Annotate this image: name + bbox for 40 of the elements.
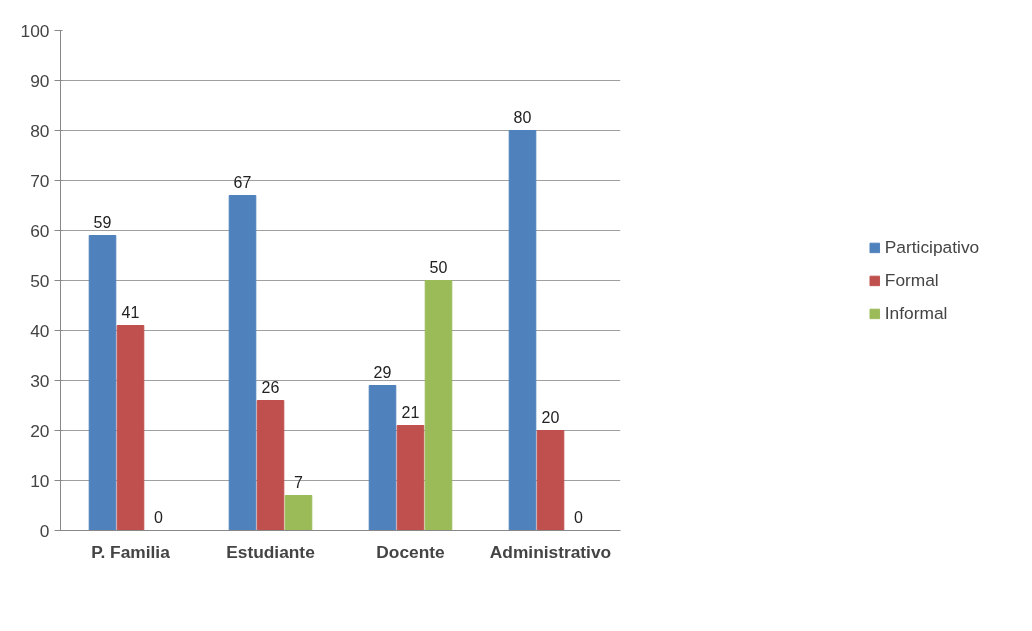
y-tick-label: 20 [30,420,50,441]
legend-label: Formal [884,269,939,291]
data-label: 41 [121,303,140,321]
legend-label: Informal [884,302,948,324]
data-label: 67 [233,173,252,191]
y-tick-label: 80 [30,120,50,141]
legend-label: Participativo [884,236,980,258]
bar [116,325,145,531]
y-tick-label: 0 [39,520,50,541]
bar [88,235,117,531]
y-tick-label: 10 [30,470,50,491]
bar [396,425,425,531]
bar [368,385,397,531]
data-label: 29 [373,363,392,381]
x-tick-label: Docente [376,541,446,562]
data-label: 59 [93,213,112,231]
data-label: 50 [429,258,448,276]
data-label: 0 [574,508,584,526]
x-tick-label: P. Familia [91,541,171,562]
data-label: 0 [154,508,164,526]
bar [424,280,453,531]
bar [284,495,313,531]
data-label: 21 [401,403,420,421]
bar [256,400,285,531]
data-label: 80 [513,108,532,126]
y-tick-label: 70 [30,170,50,191]
bar [536,430,565,531]
bar [228,195,257,531]
data-label: 20 [541,408,560,426]
data-label: 7 [294,473,304,491]
bar [508,130,537,531]
y-tick-label: 30 [30,370,50,391]
y-tick-label: 100 [20,20,50,41]
x-tick-label: Administrativo [489,541,612,562]
x-tick-label: Estudiante [226,541,316,562]
y-tick-label: 50 [30,270,50,291]
y-tick-label: 90 [30,70,50,91]
y-tick-label: 40 [30,320,50,341]
data-label: 26 [261,378,280,396]
y-tick-label: 60 [30,220,50,241]
